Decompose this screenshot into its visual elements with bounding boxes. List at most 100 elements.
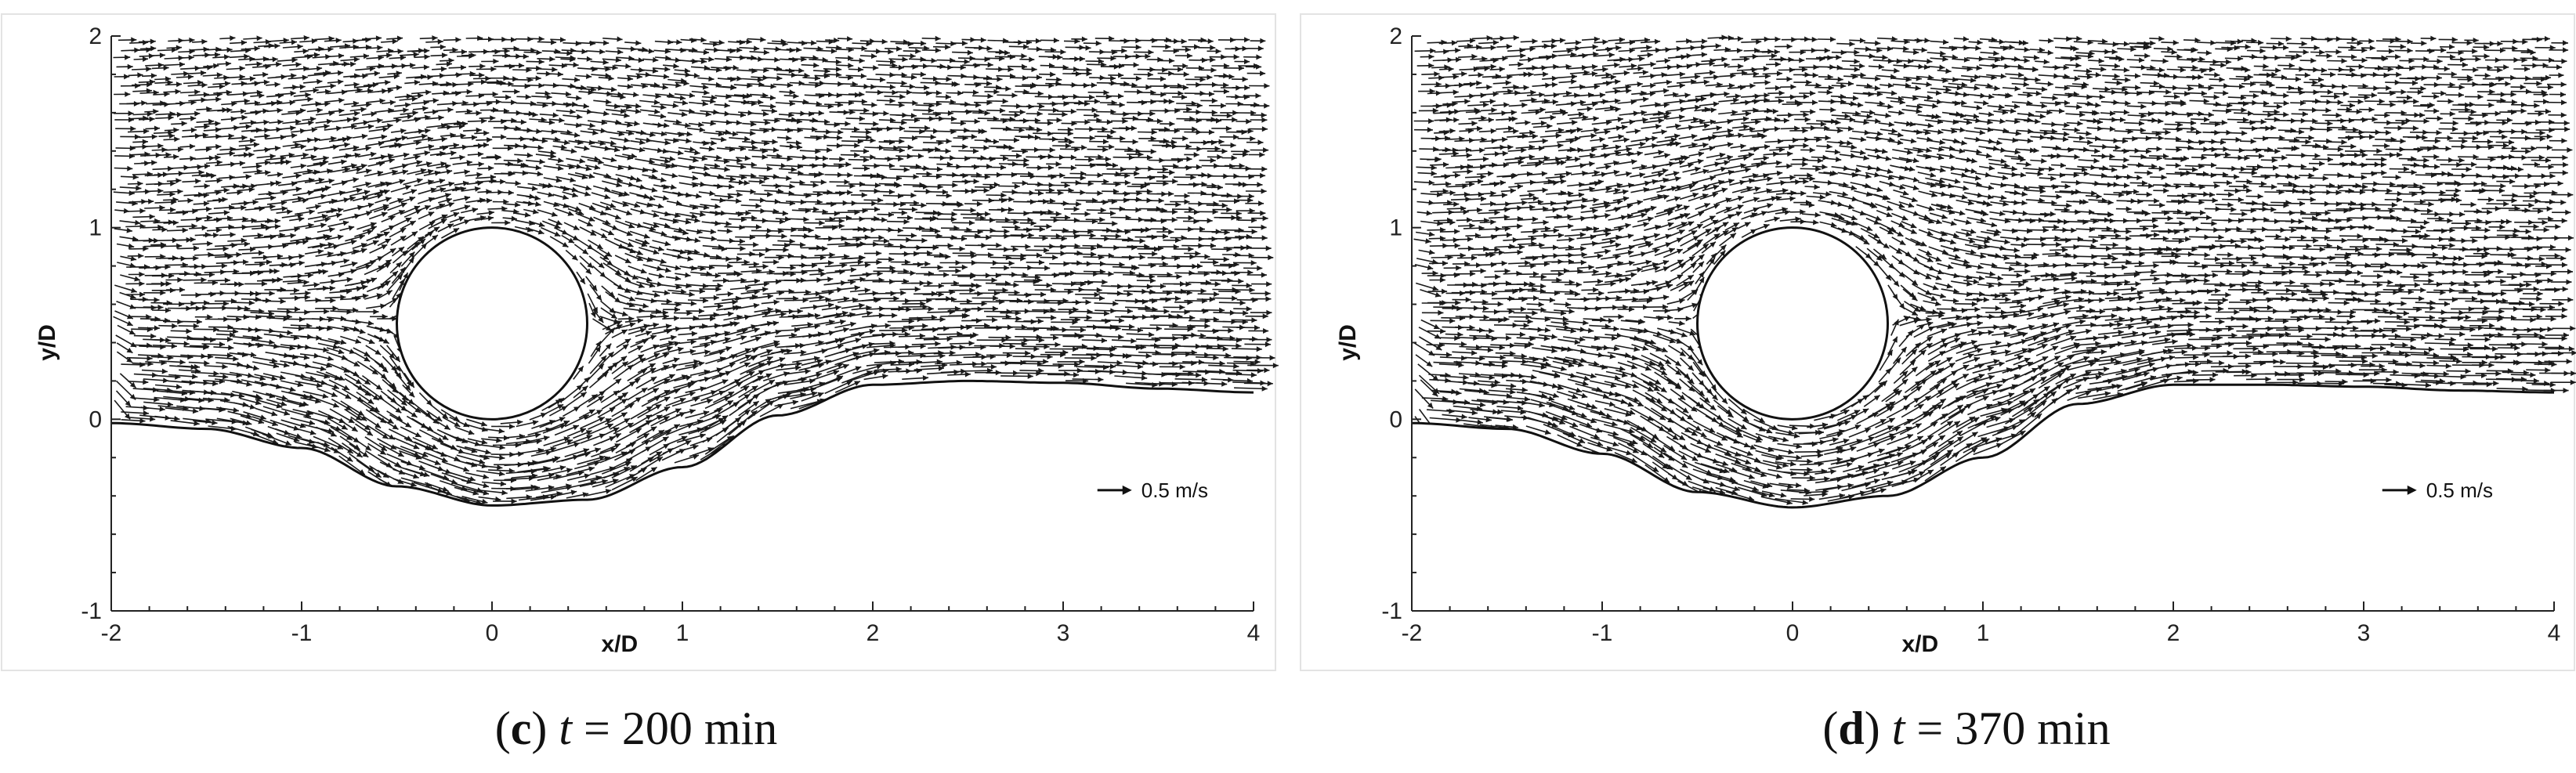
panel-d-vector-arrow <box>1668 320 1685 327</box>
panel-d-vector-arrow <box>2311 331 2339 338</box>
panel-c-vector-arrow <box>1045 190 1064 196</box>
panel-c-vector-arrow <box>182 178 201 184</box>
panel-d-vector-arrow <box>1429 377 1451 384</box>
panel-d-vector-arrow <box>1963 348 1983 356</box>
panel-c-vector-arrow <box>902 63 918 70</box>
panel-c-vector-arrow <box>1032 265 1051 271</box>
panel-c-vector-arrow <box>721 256 743 262</box>
panel-c-vector-arrow <box>1201 110 1217 116</box>
panel-c-vector-arrow <box>220 392 245 399</box>
panel-d-vector-arrow <box>1417 363 1439 381</box>
panel-c-vector-arrow <box>548 71 563 78</box>
panel-c-vector-arrow <box>774 399 799 407</box>
panel-d-vector-arrow <box>1558 338 1581 345</box>
panel-c-vector-arrow <box>114 165 133 172</box>
panel-d-vector-arrow <box>2362 377 2392 383</box>
panel-d-vector-arrow <box>1904 435 1924 446</box>
panel-c-vector-arrow <box>158 359 186 365</box>
panel-d-vector-arrow <box>2265 370 2291 377</box>
panel-c-vector-arrow <box>729 135 751 142</box>
panel-c-vector-arrow <box>1109 308 1133 314</box>
panel-c-vector-arrow <box>138 116 155 122</box>
panel-c-vector-arrow <box>1250 38 1266 44</box>
panel-c-vector-arrow <box>1198 45 1216 51</box>
panel-c-vector-arrow <box>651 365 670 374</box>
panel-c-vector-arrow <box>213 204 235 211</box>
panel-c-vector-arrow <box>448 64 467 70</box>
panel-c-vector-arrow <box>566 392 588 407</box>
panel-c-vector-arrow <box>1174 377 1207 383</box>
panel-c-vector-arrow <box>727 75 743 81</box>
panel-c-vector-arrow <box>1008 161 1029 168</box>
panel-c-vector-arrow <box>798 372 822 381</box>
panel-c-vector-arrow <box>728 99 749 105</box>
panel-c-vector-arrow <box>729 285 751 291</box>
panel-c-vector-arrow <box>317 410 346 424</box>
panel-c-vector-arrow <box>207 46 222 52</box>
panel-c-vector-arrow <box>1250 103 1270 109</box>
panel-c-vector-arrow <box>227 237 247 244</box>
panel-c-vector-arrow <box>240 364 259 371</box>
panel-c-vector-arrow <box>1248 152 1265 158</box>
panel-d-vector-arrow <box>2384 319 2410 325</box>
panel-c-vector-arrow <box>652 240 671 247</box>
panel-c-vector-arrow <box>180 216 202 222</box>
panel-c-vector-arrow <box>116 342 133 354</box>
panel-c-vector-arrow <box>1250 117 1268 123</box>
panel-c-vector-arrow <box>939 268 961 274</box>
panel-c-vector-arrow <box>425 38 443 45</box>
panel-c-vector-arrow <box>729 370 755 385</box>
panel-c-vector-arrow <box>678 331 697 337</box>
panel-c-vector-arrow <box>1111 338 1137 344</box>
panel-c-vector-arrow <box>354 44 372 50</box>
panel-c-vector-arrow <box>1234 174 1254 180</box>
panel-d-vector-arrow <box>1489 417 1513 422</box>
panel-c-vector-arrow <box>698 236 717 242</box>
panel-c-vector-arrow <box>1207 256 1229 262</box>
panel-c-vector-arrow <box>573 365 584 380</box>
panel-d-vector-arrow <box>2336 313 2356 320</box>
panel-c-vector-arrow <box>494 161 514 167</box>
panel-c-vector-arrow <box>739 370 765 384</box>
panel-c-vector-arrow <box>552 439 573 447</box>
panel-d-vector-arrow <box>2348 319 2373 325</box>
panel-c-vector-arrow <box>1071 70 1092 77</box>
panel-c-vector-arrow <box>1113 154 1134 161</box>
panel-c-vector-arrow <box>1101 317 1125 323</box>
panel-c-vector-arrow <box>790 233 810 239</box>
panel-c-vector-arrow <box>240 415 265 424</box>
panel-c-vector-arrow <box>205 154 221 161</box>
panel-c-vector-arrow <box>1250 309 1272 316</box>
panel-d-vector-arrow <box>2040 383 2063 400</box>
panel-c-vector-arrow <box>936 64 953 70</box>
panel-d-vector-arrow <box>1538 297 1556 303</box>
panel-c-vector-arrow <box>221 116 237 122</box>
panel-c-vector-arrow <box>327 89 348 96</box>
panel-c-vector-arrow <box>238 138 256 144</box>
panel-d-vector-arrow <box>2162 369 2194 376</box>
panel-c-vector-arrow <box>787 140 802 146</box>
panel-c-vector-arrow <box>849 134 872 140</box>
panel-c-vector-arrow <box>1174 193 1190 199</box>
panel-c-vector-arrow <box>1232 85 1250 91</box>
panel-c-letter: c <box>511 703 532 754</box>
panel-c-vector-arrow <box>374 326 393 334</box>
panel-d-vector-arrow <box>1492 335 1512 341</box>
panel-c-vector-arrow <box>230 40 248 45</box>
panel-c-vector-arrow <box>361 374 382 391</box>
panel-c-vector-arrow <box>722 84 737 90</box>
panel-c-vector-arrow <box>411 89 432 96</box>
panel-c-vector-arrow <box>177 197 194 204</box>
panel-c-vector-arrow <box>535 491 563 498</box>
panel-d-vector-arrow <box>1452 297 1471 303</box>
panel-c-vector-arrow <box>1026 154 1046 161</box>
panel-c-vector-arrow <box>524 145 544 150</box>
panel-c-vector-arrow <box>143 237 160 244</box>
panel-c-vector-arrow <box>637 363 656 374</box>
panel-c-vector-arrow <box>627 177 642 182</box>
panel-c-vector-arrow <box>414 128 431 134</box>
panel-d-vector-arrow <box>1506 323 1529 329</box>
panel-c-vector-arrow <box>1218 198 1240 204</box>
panel-c-vector-arrow <box>1157 169 1175 175</box>
